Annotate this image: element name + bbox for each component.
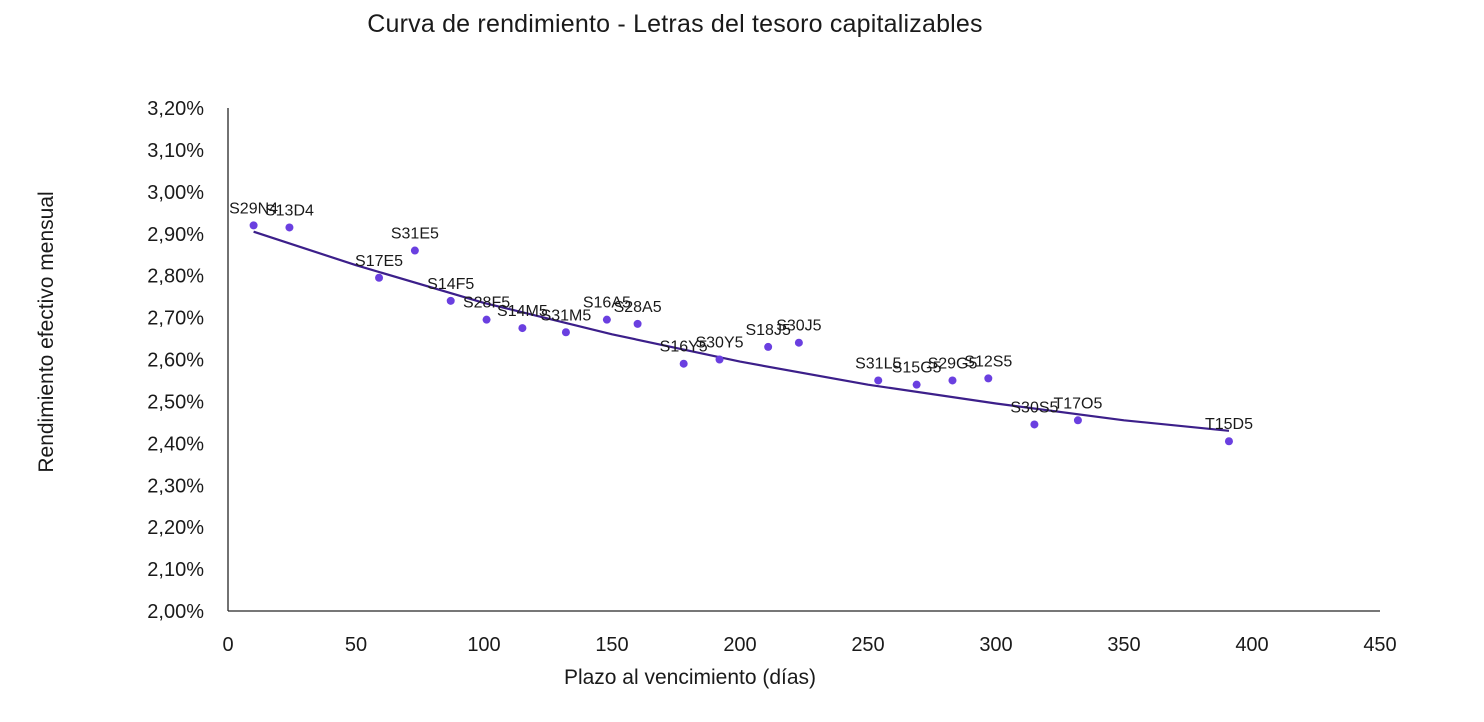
data-point xyxy=(764,342,773,351)
x-tick-label: 400 xyxy=(1235,634,1268,656)
data-point-label: S14F5 xyxy=(427,276,474,293)
y-axis-title: Rendimiento efectivo mensual xyxy=(35,191,58,472)
data-point xyxy=(715,355,724,364)
y-tick-label: 2,00% xyxy=(147,601,204,623)
x-tick-labels: 0 50 100 150 200 250 300 350 400 450 xyxy=(222,634,1396,656)
y-tick-label: 2,70% xyxy=(147,308,204,330)
trendline xyxy=(253,230,1230,432)
x-tick-label: 350 xyxy=(1107,634,1140,656)
y-tick-label: 2,50% xyxy=(147,391,204,413)
data-point xyxy=(794,338,803,347)
data-point-label: S15G5 xyxy=(892,360,942,377)
x-tick-label: 300 xyxy=(979,634,1012,656)
y-tick-label: 3,20% xyxy=(147,98,204,120)
data-point-label: S17E5 xyxy=(355,253,403,270)
y-tick-label: 2,20% xyxy=(147,517,204,539)
data-point xyxy=(446,296,455,305)
x-tick-label: 200 xyxy=(723,634,756,656)
data-point xyxy=(874,376,883,385)
data-point-label: S30S5 xyxy=(1010,399,1058,416)
data-point xyxy=(948,376,957,385)
data-point xyxy=(679,359,688,368)
data-point-label: S30J5 xyxy=(776,318,821,335)
data-point-label: S16A5 xyxy=(583,295,631,312)
data-point-label: S28A5 xyxy=(614,299,662,316)
data-point-label: S31L5 xyxy=(855,355,901,372)
data-point-label: S16Y5 xyxy=(660,339,708,356)
data-point xyxy=(561,328,570,337)
data-point xyxy=(633,319,642,328)
data-point-label: S14M5 xyxy=(497,303,548,320)
data-point xyxy=(518,324,527,333)
data-point xyxy=(249,221,258,230)
x-tick-label: 250 xyxy=(851,634,884,656)
y-tick-label: 2,40% xyxy=(147,433,204,455)
y-tick-label: 2,30% xyxy=(147,475,204,497)
data-point-label: S13D4 xyxy=(265,202,314,219)
y-tick-label: 3,10% xyxy=(147,140,204,162)
data-point-label: S28F5 xyxy=(463,295,510,312)
data-point-label: S29N4 xyxy=(229,200,278,217)
data-point-label: S29G5 xyxy=(928,355,978,372)
data-point-label: S12S5 xyxy=(964,353,1012,370)
data-point-label: S31M5 xyxy=(541,307,592,324)
chart-title: Curva de rendimiento - Letras del tesoro… xyxy=(367,10,983,38)
data-point xyxy=(912,380,921,389)
data-point xyxy=(482,315,491,324)
data-point xyxy=(984,374,993,383)
data-point-label: T15D5 xyxy=(1205,416,1253,433)
y-tick-label: 3,00% xyxy=(147,182,204,204)
y-tick-label: 2,60% xyxy=(147,350,204,372)
x-tick-label: 450 xyxy=(1363,634,1396,656)
x-tick-label: 0 xyxy=(222,634,233,656)
data-point xyxy=(1030,420,1039,429)
data-point-label: T17O5 xyxy=(1053,395,1102,412)
y-tick-label: 2,80% xyxy=(147,266,204,288)
data-point xyxy=(285,223,294,232)
x-tick-label: 150 xyxy=(595,634,628,656)
x-tick-label: 100 xyxy=(467,634,500,656)
data-point xyxy=(1224,437,1233,446)
data-point xyxy=(602,315,611,324)
x-tick-label: 50 xyxy=(345,634,367,656)
y-tick-labels: 2,00% 2,10% 2,20% 2,30% 2,40% 2,50% 2,60% 2,70%… xyxy=(147,98,204,623)
x-axis-title: Plazo al vencimiento (días) xyxy=(564,666,816,689)
data-point-label: S30Y5 xyxy=(695,335,743,352)
data-point xyxy=(1073,416,1082,425)
data-point-label: S18J5 xyxy=(745,322,790,339)
data-point xyxy=(410,246,419,255)
y-tick-label: 2,10% xyxy=(147,559,204,581)
data-points xyxy=(249,221,1233,446)
y-tick-label: 2,90% xyxy=(147,224,204,246)
data-point xyxy=(375,273,384,282)
data-point-label: S31E5 xyxy=(391,226,439,243)
axes xyxy=(227,108,1380,612)
